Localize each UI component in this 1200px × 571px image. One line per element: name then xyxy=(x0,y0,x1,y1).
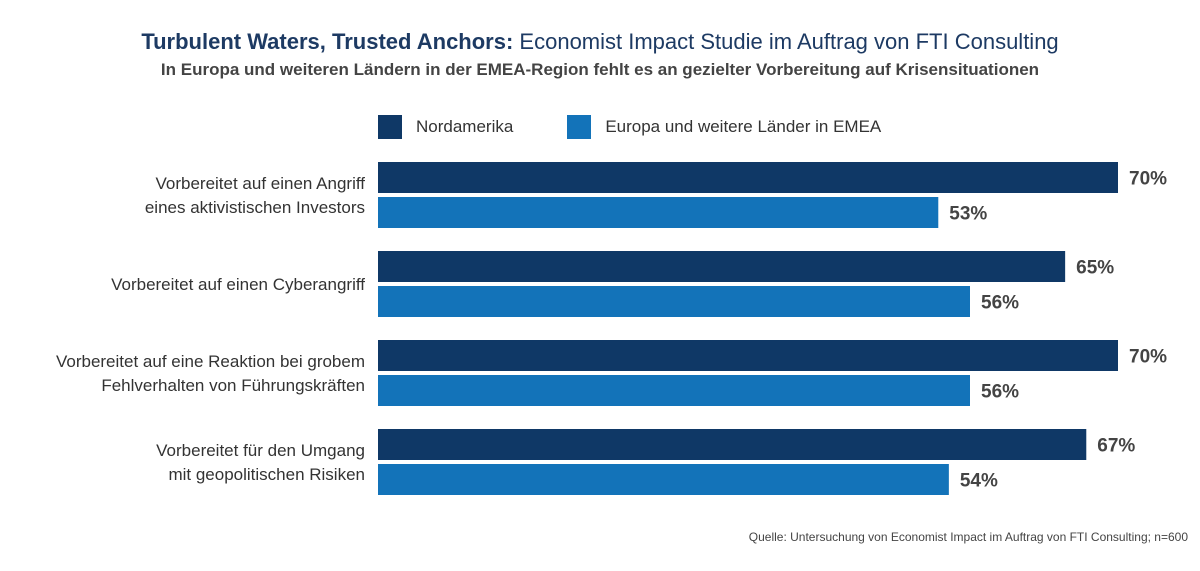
legend-item-nordamerika: Nordamerika xyxy=(378,115,513,139)
category-label: Vorbereitet auf eine Reaktion bei grobem… xyxy=(56,352,365,395)
category-label: Vorbereitet auf einen Cyberangriff xyxy=(111,275,365,294)
bar-europa-und-weitere-l-nder-in-emea-3 xyxy=(378,375,970,406)
bar-nordamerika-4 xyxy=(378,429,1087,460)
bar-europa-und-weitere-l-nder-in-emea-4 xyxy=(378,464,949,495)
legend-label-nordamerika: Nordamerika xyxy=(416,117,514,136)
value-label: 53% xyxy=(949,204,987,225)
chart-subtitle: In Europa und weiteren Ländern in der EM… xyxy=(160,60,1040,79)
bar-europa-und-weitere-l-nder-in-emea-2 xyxy=(378,286,970,317)
value-label: 65% xyxy=(1076,258,1114,279)
legend-swatch-nordamerika xyxy=(378,115,402,139)
value-label: 70% xyxy=(1129,347,1167,368)
value-label: 56% xyxy=(981,293,1019,314)
bar-nordamerika-1 xyxy=(378,162,1118,193)
legend-swatch-emea xyxy=(567,115,592,139)
category-label-line: Vorbereitet für den Umgang xyxy=(156,441,365,460)
category-label-line: Vorbereitet auf einen Cyberangriff xyxy=(111,275,365,294)
category-label-line: Vorbereitet auf eine Reaktion bei grobem xyxy=(56,352,365,371)
chart-title: Turbulent Waters, Trusted Anchors: Econo… xyxy=(0,28,1200,56)
legend-label-emea: Europa und weitere Länder in EMEA xyxy=(605,117,882,136)
title-rest: Economist Impact Studie im Auftrag von F… xyxy=(513,29,1059,54)
bar-europa-und-weitere-l-nder-in-emea-1 xyxy=(378,197,939,228)
category-label-line: eines aktivistischen Investors xyxy=(145,198,365,217)
category-label-line: mit geopolitischen Risiken xyxy=(168,465,365,484)
bar-nordamerika-3 xyxy=(378,340,1118,371)
value-label: 56% xyxy=(981,382,1019,403)
title-bold: Turbulent Waters, Trusted Anchors: xyxy=(141,29,514,54)
legend-item-emea: Europa und weitere Länder in EMEA xyxy=(567,115,881,139)
legend: Nordamerika Europa und weitere Länder in… xyxy=(378,115,935,139)
value-label: 67% xyxy=(1097,436,1135,457)
value-label: 54% xyxy=(960,471,998,492)
category-label: Vorbereitet für den Umgang mit geopolitis… xyxy=(156,441,365,484)
category-label-line: Vorbereitet auf einen Angriff xyxy=(155,174,365,193)
value-label: 70% xyxy=(1129,169,1167,190)
bar-nordamerika-2 xyxy=(378,251,1066,282)
source-note: Quelle: Untersuchung von Economist Impac… xyxy=(748,530,1188,544)
category-label: Vorbereitet auf einen Angriff eines aktiv… xyxy=(145,174,365,217)
category-label-line: Fehlverhalten von Führungskräften xyxy=(101,376,365,395)
